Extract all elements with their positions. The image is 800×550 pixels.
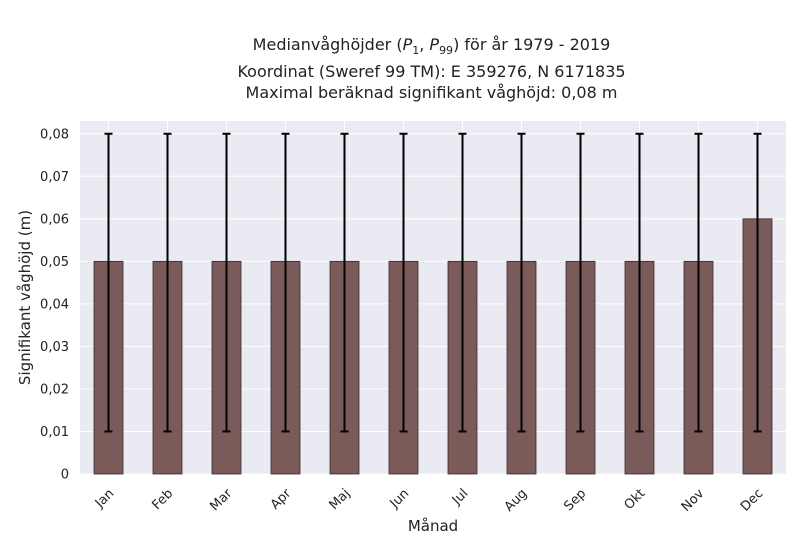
y-tick-label: 0,04 [40,297,69,312]
error-bar-mar [222,132,231,433]
y-tick-label: 0,05 [40,255,69,270]
error-bar-nov [694,132,703,433]
error-bar-apr [281,132,290,433]
error-bar-maj [340,132,349,433]
x-tick-label: Okt [622,486,649,513]
x-tick-label: Mar [207,486,235,514]
error-bar-jan [104,132,113,433]
error-bar-okt [635,132,644,433]
error-bar-feb [163,132,172,433]
y-tick-label: 0,08 [40,127,69,142]
x-tick-label: Feb [149,486,176,513]
y-tick-label: 0,03 [40,340,69,355]
error-bar-sep [576,132,585,433]
error-bar-jun [399,132,408,433]
x-tick-label: Dec [738,486,766,514]
y-tick-label: 0,01 [40,425,69,440]
x-axis-label: Månad [408,517,458,535]
chart-title-line-1: Medianvåghöjder (P1, P99) för år 1979 - … [252,35,611,58]
x-tick-labels: Jan Feb Mar Apr Maj Jun Jul Aug Sep Okt Nov Dec [92,486,766,515]
x-tick-label: Apr [268,486,295,513]
x-tick-label: Jan [92,486,117,511]
y-tick-label: 0,07 [40,170,69,185]
y-tick-label: 0,02 [40,382,69,397]
chart-title: Medianvåghöjder (P1, P99) för år 1979 - … [80,34,783,103]
y-tick-label: 0 [61,468,69,483]
chart-title-line-3: Maximal beräknad signifikant våghöjd: 0,… [245,83,618,103]
plot-area [80,121,786,474]
y-tick-labels: 0 0,01 0,02 0,03 0,04 0,05 0,06 0,07 0,08 [40,127,69,482]
y-axis-label: Signifikant våghöjd (m) [16,210,34,385]
error-bar-jul [458,132,467,433]
x-tick-label: Sep [561,486,589,514]
error-bar-dec [753,132,762,433]
x-tick-label: Maj [327,486,354,513]
x-tick-label: Nov [679,486,708,515]
error-bar-aug [517,132,526,433]
chart-title-line-2: Koordinat (Sweref 99 TM): E 359276, N 61… [237,62,626,82]
y-tick-label: 0,06 [40,212,69,227]
x-tick-label: Aug [502,486,531,515]
x-tick-label: Jun [387,486,413,512]
x-tick-label: Jul [449,486,471,508]
error-bars [104,132,762,433]
